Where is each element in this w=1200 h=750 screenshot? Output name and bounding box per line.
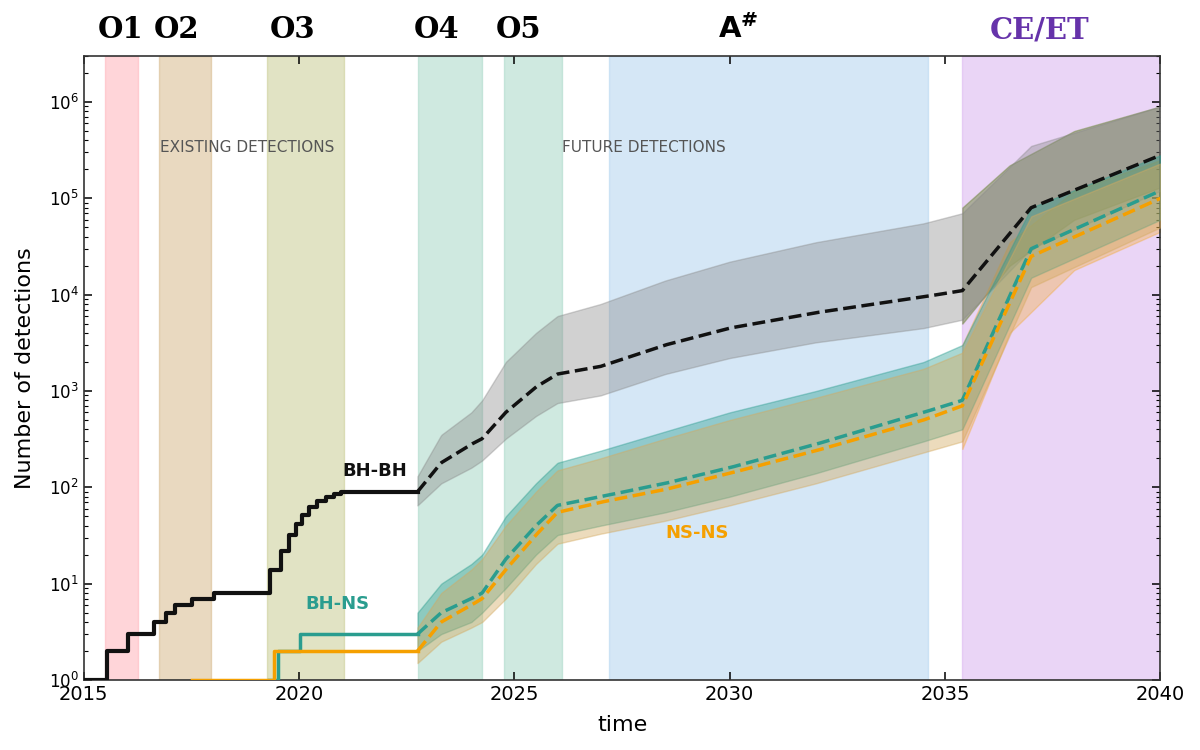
Bar xyxy=(504,56,562,680)
Bar xyxy=(266,56,344,680)
Text: CE/ET: CE/ET xyxy=(990,15,1090,44)
Text: O3: O3 xyxy=(270,15,316,44)
Text: O5: O5 xyxy=(496,15,541,44)
Bar xyxy=(106,56,138,680)
Text: EXISTING DETECTIONS: EXISTING DETECTIONS xyxy=(161,140,335,155)
Text: BH-BH: BH-BH xyxy=(342,463,407,481)
Y-axis label: Number of detections: Number of detections xyxy=(14,248,35,489)
Text: O1: O1 xyxy=(97,15,143,44)
X-axis label: time: time xyxy=(596,715,647,735)
Text: BH-NS: BH-NS xyxy=(306,595,370,613)
Bar xyxy=(962,56,1182,680)
Bar xyxy=(610,56,928,680)
Text: FUTURE DETECTIONS: FUTURE DETECTIONS xyxy=(562,140,726,155)
Text: NS-NS: NS-NS xyxy=(665,524,728,542)
Bar xyxy=(160,56,211,680)
Text: $\mathbf{A^{\#}}$: $\mathbf{A^{\#}}$ xyxy=(718,14,758,44)
Text: O2: O2 xyxy=(154,15,199,44)
Bar xyxy=(418,56,482,680)
Text: O4: O4 xyxy=(414,15,460,44)
